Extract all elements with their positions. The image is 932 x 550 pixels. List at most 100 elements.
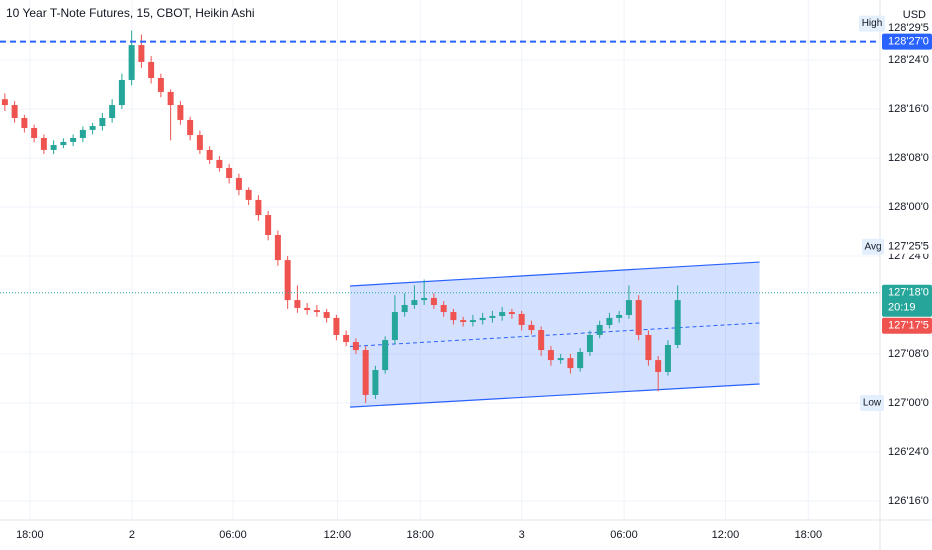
x-tick-label: 18:00 [406,529,434,541]
candle-body [323,312,330,318]
candle-body [157,78,164,92]
y-tick-label: 128'00'0 [888,201,929,213]
candle-body [528,324,535,331]
candle-body [226,167,233,178]
x-tick-label: 2 [129,529,135,541]
y-tick-label: 126'16'0 [888,495,929,507]
high-price-box [882,33,932,50]
candle-body [664,344,671,373]
candle-body [50,145,57,150]
candle-body [109,105,116,118]
avg-tag: Avg [864,241,881,252]
candle-body [421,297,428,301]
y-tick-label: 127'00'0 [888,397,929,409]
candle-body [577,352,584,369]
currency: USD [903,9,926,21]
candle-body [440,304,447,313]
candle-body [372,370,379,395]
channel-mid [350,322,760,348]
bid-price-box [882,317,932,334]
candle-body [265,215,272,236]
candle-body [489,315,496,318]
avg-tag-box [862,238,884,255]
low-tag: Low [863,398,882,409]
high-tag: High [862,18,883,29]
candle-body [401,304,408,313]
last-price: 127'18'0 [888,287,929,299]
candle-body [196,135,203,150]
candle-body [430,297,437,305]
candle-body [167,91,174,106]
candle-body [245,189,252,200]
candle-body [40,137,47,150]
candle-body [596,324,603,335]
countdown: 20:19 [888,302,916,314]
avg-price: 127'25'5 [888,241,929,253]
candle-body [1,99,8,106]
chart-title: 10 Year T-Note Futures, 15, CBOT, Heikin… [6,6,255,20]
candle-body [304,307,311,311]
candle-body [70,137,77,142]
channel-lower [350,383,760,408]
candle-body [187,119,194,136]
candle-body [479,317,486,321]
candle-body [499,312,506,316]
candle-body [206,149,213,160]
candle-body [352,342,359,351]
y-tick-label: 128'08'0 [888,152,929,164]
candle-body [450,312,457,321]
candle-body [313,310,320,313]
candle-body [625,300,632,315]
candle-body [79,129,86,138]
candle-body [518,313,525,325]
candle-body [294,300,301,308]
low-tag-box [860,394,884,411]
candle-body [148,61,155,79]
top-price-label: 128'29'5 [888,22,929,34]
candle-body [382,340,389,371]
candle-body [635,300,642,335]
candle-body [586,334,593,353]
candle-body [89,126,96,130]
candle-body [138,45,145,62]
y-tick-label: 127'08'0 [888,348,929,360]
high-price: 128'27'0 [888,36,929,48]
avg-price-box [884,238,930,254]
candle-body [391,312,398,341]
y-tick-label: 128'16'0 [888,103,929,115]
x-tick-label: 3 [519,529,525,541]
candle-body [128,45,135,80]
candle-body [362,350,369,395]
candle-body [508,312,515,314]
candle-body [31,127,38,138]
candle-body [21,117,28,128]
candle-body [655,360,662,373]
candle-body [118,79,125,106]
x-tick-label: 06:00 [610,529,638,541]
channel-upper [350,261,760,287]
y-tick-label: 128'24'0 [888,54,929,66]
candle-body [606,317,613,325]
candle-body [333,317,340,335]
candle-body [469,320,476,323]
candle-body [411,300,418,305]
candle-body [616,314,623,318]
y-tick-label: 126'24'0 [888,446,929,458]
candle-body [99,117,106,127]
candle-body [235,177,242,190]
candle-body [547,350,554,361]
candle-body [274,235,281,261]
high-tag-box [859,15,885,32]
x-tick-label: 18:00 [795,529,823,541]
x-tick-label: 12:00 [324,529,352,541]
x-tick-label: 12:00 [712,529,740,541]
candle-body [645,334,652,361]
last-price-box [882,284,932,317]
x-tick-label: 18:00 [16,529,44,541]
candle-body [284,260,291,301]
candle-body [674,300,681,345]
bid-price: 127'17'5 [888,320,929,332]
candle-body [11,105,18,118]
